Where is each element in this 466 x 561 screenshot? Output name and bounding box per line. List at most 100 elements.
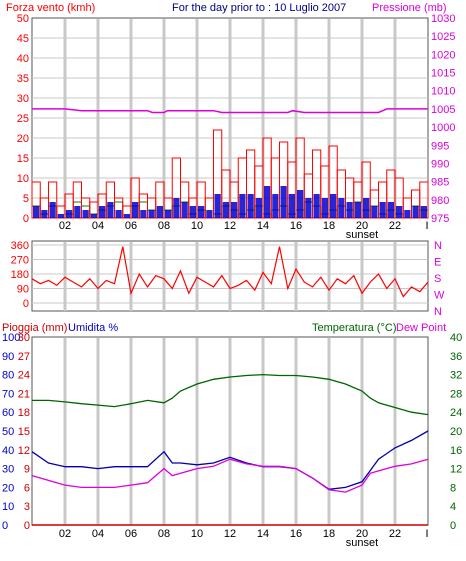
rain-tick-label: 12	[18, 445, 30, 457]
wind-avg-bar	[404, 210, 411, 218]
wind-avg-bar	[74, 206, 81, 218]
wind-avg-bar	[255, 198, 262, 218]
pressure-tick-label: 1020	[431, 49, 455, 61]
wind-avg-bar	[231, 202, 238, 218]
compass-tick-label: S	[434, 273, 441, 285]
wind-avg-bar	[99, 206, 106, 218]
temperature-axis-ticks: 0 4 8 12 16 20 24 28 32 36 40	[450, 332, 462, 532]
wind-avg-bar	[189, 206, 196, 218]
wind-avg-bar	[338, 198, 345, 218]
hour-tick-label: 22	[389, 528, 401, 540]
temperature-tick-label: 12	[450, 464, 462, 476]
wind-avg-bar	[140, 210, 147, 218]
pressure-tick-label: 1010	[431, 86, 455, 98]
hour-tick-label: 18	[323, 220, 335, 232]
humidity-header: Umidita %	[68, 322, 118, 334]
temperature-tick-label: 36	[450, 351, 462, 363]
humidity-tick-label: 100	[2, 332, 20, 344]
wind-avg-bar	[297, 190, 304, 218]
wind-speed-header: Forza vento (kmh)	[6, 2, 95, 14]
wind-avg-bar	[181, 202, 188, 218]
humidity-tick-label: 10	[2, 501, 14, 513]
hour-tick-label: 14	[257, 220, 269, 232]
pressure-tick-label: 1030	[431, 13, 455, 25]
humidity-tick-label: 0	[2, 520, 8, 532]
wind-speed-tick-label: 15	[17, 153, 29, 165]
wind-speed-tick-label: 25	[17, 113, 29, 125]
pressure-tick-label: 1005	[431, 104, 455, 116]
humidity-tick-label: 50	[2, 426, 14, 438]
wind-avg-bar	[264, 186, 271, 218]
hour-tick-label: 08	[158, 528, 170, 540]
compass-tick-label: N	[434, 240, 442, 252]
hour-tick-label: 04	[92, 220, 104, 232]
wind-avg-bar	[321, 198, 328, 218]
wind-avg-bar	[396, 206, 403, 218]
wind-avg-bar	[354, 202, 361, 218]
rain-tick-label: 0	[24, 520, 30, 532]
temperature-tick-label: 20	[450, 426, 462, 438]
hour-tick-label: 12	[224, 220, 236, 232]
hour-tick-label: 16	[290, 528, 302, 540]
rain-axis-ticks: 0 3 6 9 12 15 18 21 24 27 30	[18, 332, 30, 532]
temp-time-axis-ticks: 02 04 06 08 10 12 14 16 18 20 22 sunset I	[59, 528, 429, 549]
hour-tick-label: 08	[158, 220, 170, 232]
rain-tick-label: 9	[24, 464, 30, 476]
wind-direction-line	[31, 246, 429, 298]
dewpoint-line	[31, 458, 429, 493]
wind-avg-bar	[371, 206, 378, 218]
wind-speed-tick-label: 20	[17, 133, 29, 145]
temperature-tick-label: 24	[450, 407, 462, 419]
compass-tick-label: W	[434, 290, 445, 302]
humidity-tick-label: 90	[2, 351, 14, 363]
wind-avg-bar	[313, 194, 320, 218]
wind-speed-tick-label: 40	[17, 53, 29, 65]
humidity-series	[31, 430, 429, 490]
humidity-tick-label: 80	[2, 370, 14, 382]
sunset-label: sunset	[346, 229, 378, 241]
wind-avg-bar	[346, 202, 353, 218]
wind-avg-bar	[123, 214, 130, 218]
hour-tick-label: 10	[191, 528, 203, 540]
hour-tick-label: 10	[191, 220, 203, 232]
hour-tick-label: 18	[323, 528, 335, 540]
temperature-tick-label: 28	[450, 388, 462, 400]
wind-avg-bar	[82, 210, 89, 218]
wind-avg-bar	[387, 202, 394, 218]
wind-speed-tick-label: 45	[17, 33, 29, 45]
wind-avg-bar	[363, 198, 370, 218]
pressure-tick-label: 995	[431, 140, 449, 152]
sunset-label: sunset	[346, 537, 378, 549]
wind-direction-series	[31, 246, 429, 298]
wind-avg-bar	[156, 206, 163, 218]
wind-avg-bar	[198, 206, 205, 218]
hour-tick-label: 22	[389, 220, 401, 232]
humidity-tick-label: 60	[2, 407, 14, 419]
wind-avg-bar	[247, 194, 254, 218]
wind-avg-bar	[379, 202, 386, 218]
rain-tick-label: 18	[18, 407, 30, 419]
temperature-tick-label: 8	[450, 482, 456, 494]
wind-avg-bar	[49, 202, 56, 218]
direction-tick-label: 180	[11, 269, 29, 281]
pressure-series	[32, 108, 428, 114]
wind-avg-bar	[90, 214, 97, 218]
temperature-tick-label: 40	[450, 332, 462, 344]
temperature-header: Temperatura (°C)	[312, 322, 396, 334]
hour-tick-label: 14	[257, 528, 269, 540]
wind-speed-tick-label: 30	[17, 93, 29, 105]
wind-avg-bar	[330, 194, 337, 218]
wind-avg-bar	[66, 210, 73, 218]
temperature-tick-label: 0	[450, 520, 456, 532]
rain-tick-label: 30	[18, 332, 30, 344]
humidity-tick-label: 30	[2, 464, 14, 476]
wind-avg-bar	[165, 210, 172, 218]
temperature-tick-label: 32	[450, 370, 462, 382]
hour-tick-label: 16	[290, 220, 302, 232]
pressure-tick-label: 1025	[431, 31, 455, 43]
rain-tick-label: 27	[18, 351, 30, 363]
pressure-header: Pressione (mb)	[372, 2, 447, 14]
pressure-tick-label: 980	[431, 195, 449, 207]
rain-tick-label: 24	[18, 370, 30, 382]
